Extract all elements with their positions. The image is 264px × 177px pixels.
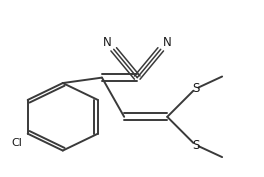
Text: Cl: Cl [12,138,23,149]
Text: S: S [192,139,200,152]
Text: S: S [192,82,200,95]
Text: N: N [103,36,112,49]
Text: N: N [163,36,172,49]
